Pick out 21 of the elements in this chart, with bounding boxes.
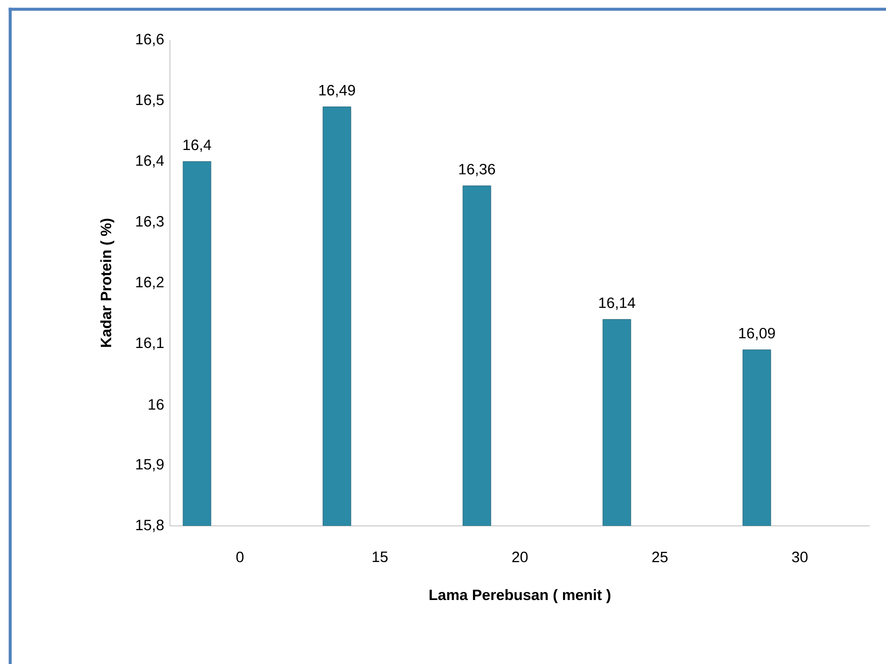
x-tick-label: 0 (236, 552, 244, 562)
data-label: 16,4 (184, 140, 212, 152)
x-tick-label: 20 (512, 552, 528, 562)
y-tick-label: 16,4 (136, 155, 164, 168)
x-tick-label: 30 (792, 552, 808, 562)
data-label: 16,49 (319, 84, 355, 98)
x-axis-title: Lama Perebusan ( menit ) (430, 589, 610, 604)
y-tick-label: 16,2 (136, 276, 164, 290)
y-tick-label: 16,1 (136, 337, 164, 350)
y-tick-label: 15,8 (136, 520, 164, 532)
y-tick-label: 16,5 (136, 94, 164, 107)
data-label: 16,14 (599, 297, 636, 310)
x-tick-label: 25 (652, 552, 668, 562)
y-axis-title: Kadar Protein ( %) (100, 218, 114, 347)
data-label: 16,09 (739, 328, 775, 340)
y-tick-label: 15,9 (136, 458, 164, 472)
y-tick-label: 16,3 (136, 216, 164, 228)
y-tick-label: 16,6 (136, 34, 164, 46)
x-tick-label: 15 (372, 552, 388, 562)
y-tick-label: 16 (148, 399, 164, 410)
data-label: 16,36 (459, 164, 495, 176)
